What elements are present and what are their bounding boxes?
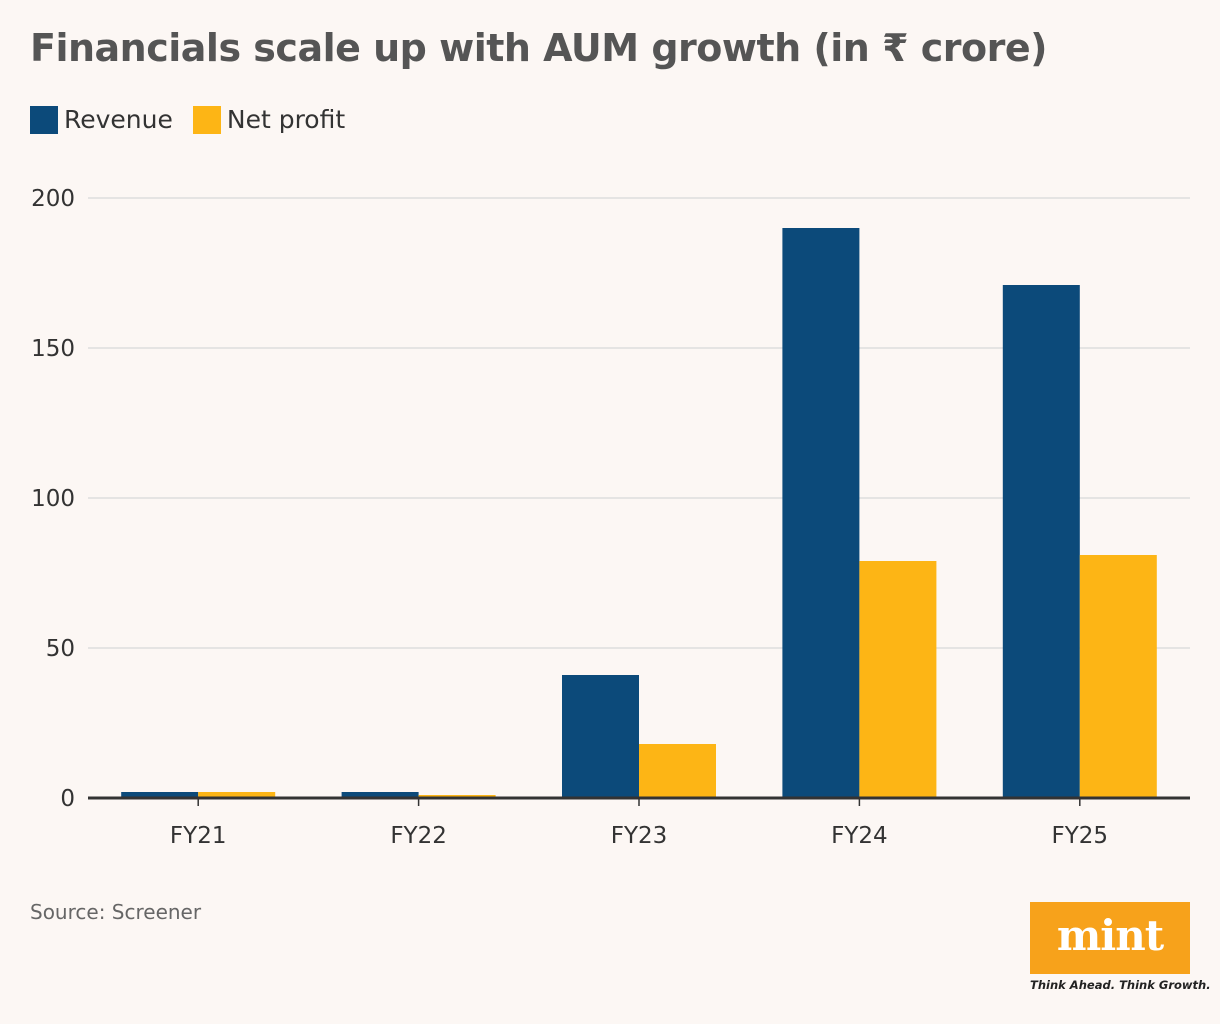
legend-label-net-profit: Net profit bbox=[226, 105, 346, 134]
bar-chart: 0 50 100 150 200 FY21 FY22 FY23 FY24 FY25 bbox=[31, 186, 1190, 849]
bar-net-profit-fy24 bbox=[859, 561, 937, 798]
y-tick-label-200: 200 bbox=[31, 186, 75, 212]
y-tick-label-100: 100 bbox=[31, 486, 75, 512]
legend-item-revenue: Revenue bbox=[30, 105, 173, 134]
bar-revenue-fy23 bbox=[562, 675, 639, 798]
y-tick-label-50: 50 bbox=[46, 636, 75, 662]
bar-revenue-fy25 bbox=[1002, 285, 1080, 798]
source-note: Source: Screener bbox=[30, 900, 202, 924]
x-tick-label-fy23: FY23 bbox=[611, 823, 668, 849]
logo-text: mint bbox=[1056, 911, 1164, 960]
logo-tagline: Think Ahead. Think Growth. bbox=[1030, 978, 1211, 992]
legend: Revenue Net profit bbox=[30, 105, 365, 134]
bar-revenue-fy21 bbox=[121, 792, 199, 798]
x-tick-label-fy21: FY21 bbox=[170, 823, 227, 849]
chart-title: Financials scale up with AUM growth (in … bbox=[30, 26, 1048, 70]
legend-item-net-profit: Net profit bbox=[192, 105, 346, 134]
legend-label-revenue: Revenue bbox=[64, 105, 173, 134]
y-tick-label-0: 0 bbox=[60, 786, 75, 812]
bar-revenue-fy22 bbox=[341, 792, 419, 798]
x-tick-label-fy25: FY25 bbox=[1052, 823, 1109, 849]
legend-swatch-revenue bbox=[30, 105, 58, 134]
x-tick-label-fy22: FY22 bbox=[390, 823, 447, 849]
bar-revenue-fy24 bbox=[782, 228, 860, 798]
y-tick-label-150: 150 bbox=[31, 336, 75, 362]
bar-net-profit-fy25 bbox=[1079, 555, 1157, 798]
bar-net-profit-fy23 bbox=[639, 744, 716, 798]
mint-logo: mint bbox=[1030, 902, 1190, 974]
bar-net-profit-fy21 bbox=[198, 792, 276, 798]
x-tick-label-fy24: FY24 bbox=[831, 823, 888, 849]
legend-swatch-net-profit bbox=[192, 105, 221, 134]
